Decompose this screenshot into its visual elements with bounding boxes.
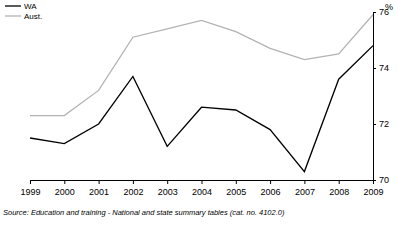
x-tick: 1999	[20, 180, 40, 197]
x-tick: 2003	[158, 180, 178, 197]
x-axis-line	[31, 181, 374, 185]
x-tick-mark	[270, 180, 271, 184]
y-axis-line	[374, 13, 377, 181]
source-note: Source: Education and training - Nationa…	[3, 208, 285, 217]
x-tick: 2000	[55, 180, 75, 197]
x-tick-mark	[167, 180, 168, 184]
legend-swatch	[5, 15, 21, 16]
x-tick-mark	[304, 180, 305, 184]
y-tick-label: 72	[379, 119, 389, 129]
x-tick: 2001	[89, 180, 109, 197]
legend: WAAust.	[5, 2, 42, 21]
y-tick-mark	[373, 124, 376, 125]
x-axis: 1999 2000 2001 2002 2003 2004 2005 2006 2007 2008…	[20, 180, 383, 197]
x-tick: 2004	[192, 180, 212, 197]
x-tick-label: 2006	[261, 187, 281, 197]
legend-label: Aust.	[24, 12, 42, 21]
x-tick: 2005	[226, 180, 246, 197]
x-tick-mark	[202, 180, 203, 184]
y-tick-label: 74	[379, 63, 389, 73]
x-tick-mark	[236, 180, 237, 184]
series-line	[30, 46, 373, 172]
x-tick-mark	[30, 180, 31, 184]
x-tick-label: 2002	[123, 187, 143, 197]
x-tick-label: 2000	[55, 187, 75, 197]
x-tick: 2008	[329, 180, 349, 197]
x-tick-label: 2001	[89, 187, 109, 197]
plot-area	[30, 15, 373, 172]
y-tick: 74	[373, 63, 389, 73]
y-tick-mark	[373, 180, 376, 181]
x-tick-label: 2009	[363, 187, 383, 197]
legend-label: WA	[24, 2, 37, 11]
y-tick-label: 70	[379, 175, 389, 185]
x-tick-label: 2007	[295, 187, 315, 197]
y-tick: 70	[373, 175, 389, 185]
x-tick-label: 2008	[329, 187, 349, 197]
x-tick-label: 2005	[226, 187, 246, 197]
x-tick: 2002	[123, 180, 143, 197]
x-tick: 2006	[261, 180, 281, 197]
x-tick-mark	[99, 180, 100, 184]
x-tick: 2007	[295, 180, 315, 197]
x-tick-mark	[339, 180, 340, 184]
y-tick: 72	[373, 119, 389, 129]
y-axis-label: %	[385, 2, 393, 12]
series-line	[30, 15, 373, 116]
x-tick-label: 1999	[20, 187, 40, 197]
x-tick-mark	[64, 180, 65, 184]
legend-swatch	[5, 5, 21, 6]
x-tick-label: 2004	[192, 187, 212, 197]
x-tick-label: 2003	[158, 187, 178, 197]
y-tick-mark	[373, 68, 376, 69]
y-axis: 70727476	[373, 7, 389, 185]
x-tick-mark	[133, 180, 134, 184]
y-tick-mark	[373, 12, 376, 13]
chart: 1999 2000 2001 2002 2003 2004 2005 2006 2007 2008…	[0, 0, 397, 227]
